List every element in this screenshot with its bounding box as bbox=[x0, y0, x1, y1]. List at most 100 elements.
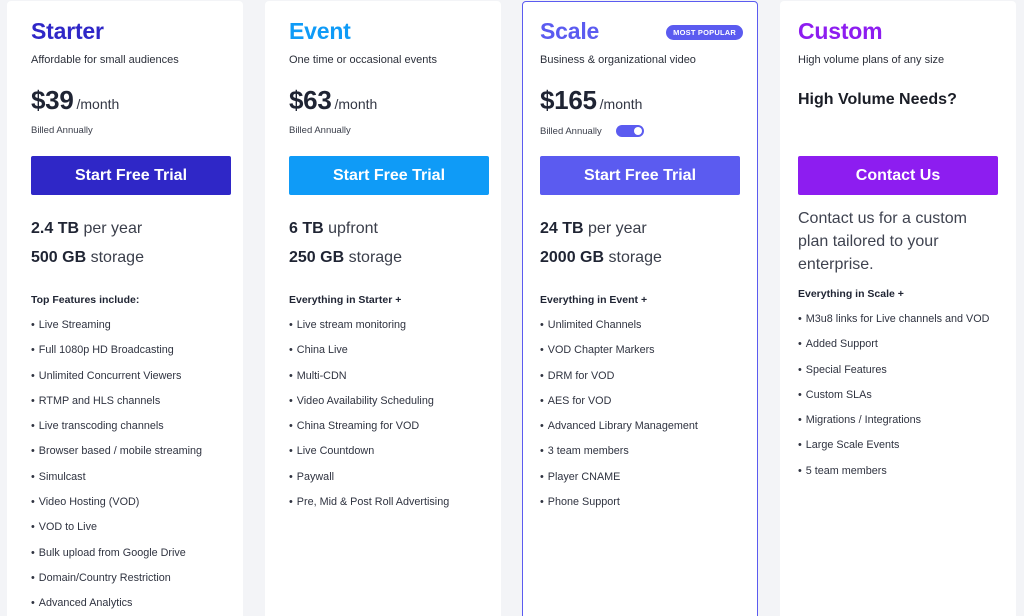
features-heading: Everything in Starter + bbox=[289, 294, 402, 306]
billing-row: Billed Annually bbox=[31, 125, 93, 136]
bandwidth-value: 2.4 TB bbox=[31, 220, 80, 237]
feature-list: Unlimited Channels VOD Chapter Markers D… bbox=[540, 318, 698, 520]
price-period: /month bbox=[334, 96, 378, 112]
feature-item: VOD Chapter Markers bbox=[540, 343, 698, 368]
storage-spec: 500 GB storage bbox=[31, 249, 144, 278]
plan-subtitle: Business & organizational video bbox=[540, 54, 696, 66]
feature-list: Live Streaming Full 1080p HD Broadcastin… bbox=[31, 318, 202, 616]
plan-title: Starter bbox=[31, 18, 104, 44]
plan-price: $63 bbox=[289, 85, 332, 115]
feature-item: Live Streaming bbox=[31, 318, 202, 343]
feature-item: 3 team members bbox=[540, 444, 698, 469]
billing-note: Billed Annually bbox=[31, 125, 93, 136]
price-period: /month bbox=[76, 96, 120, 112]
feature-item: Migrations / Integrations bbox=[798, 413, 989, 438]
storage-value: 250 GB bbox=[289, 249, 345, 266]
price-period: /month bbox=[599, 96, 643, 112]
feature-list: Live stream monitoring China Live Multi-… bbox=[289, 318, 449, 520]
custom-plan-description: Contact us for a custom plan tailored to… bbox=[798, 210, 967, 273]
storage-unit: storage bbox=[608, 249, 662, 266]
feature-item: Domain/Country Restriction bbox=[31, 571, 202, 596]
feature-item: Added Support bbox=[798, 337, 989, 362]
feature-item: Unlimited Channels bbox=[540, 318, 698, 343]
bandwidth-spec: 2.4 TB per year bbox=[31, 220, 144, 249]
price-row: $165 /month bbox=[540, 85, 642, 116]
feature-item: Large Scale Events bbox=[798, 438, 989, 463]
feature-item: Paywall bbox=[289, 470, 449, 495]
plan-title: Custom bbox=[798, 18, 883, 44]
feature-item: Live stream monitoring bbox=[289, 318, 449, 343]
feature-item: 5 team members bbox=[798, 464, 989, 489]
plan-title: Event bbox=[289, 18, 351, 44]
feature-item: Special Features bbox=[798, 363, 989, 388]
feature-item: China Live bbox=[289, 343, 449, 368]
billing-toggle[interactable] bbox=[615, 125, 644, 137]
storage-spec: 250 GB storage bbox=[289, 249, 402, 278]
storage-unit: storage bbox=[348, 249, 402, 266]
plan-price: $39 bbox=[31, 85, 74, 115]
feature-item: AES for VOD bbox=[540, 394, 698, 419]
plan-title: Scale bbox=[540, 18, 600, 44]
billing-row: Billed Annually bbox=[289, 125, 351, 136]
billing-note: Billed Annually bbox=[289, 125, 351, 136]
feature-item: Simulcast bbox=[31, 470, 202, 495]
feature-item: RTMP and HLS channels bbox=[31, 394, 202, 419]
storage-unit: storage bbox=[90, 249, 144, 266]
feature-item: Phone Support bbox=[540, 495, 698, 520]
plan-subtitle: One time or occasional events bbox=[289, 54, 437, 66]
bandwidth-unit: per year bbox=[588, 220, 647, 237]
feature-item: VOD to Live bbox=[31, 520, 202, 545]
feature-item: Full 1080p HD Broadcasting bbox=[31, 343, 202, 368]
bandwidth-unit: upfront bbox=[328, 220, 378, 237]
feature-item: Advanced Library Management bbox=[540, 419, 698, 444]
plan-specs: 2.4 TB per year 500 GB storage bbox=[31, 220, 144, 278]
feature-item: Custom SLAs bbox=[798, 388, 989, 413]
features-heading: Everything in Scale + bbox=[798, 288, 904, 300]
features-heading: Everything in Event + bbox=[540, 294, 648, 306]
plan-card-custom: Custom High volume plans of any size Hig… bbox=[780, 1, 1016, 616]
bandwidth-value: 6 TB bbox=[289, 220, 324, 237]
plan-specs: 24 TB per year 2000 GB storage bbox=[540, 220, 662, 278]
start-free-trial-button[interactable]: Start Free Trial bbox=[540, 156, 740, 195]
price-row: $39 /month bbox=[31, 85, 119, 116]
billing-row: Billed Annually bbox=[540, 125, 644, 137]
features-heading: Top Features include: bbox=[31, 294, 140, 306]
most-popular-badge: MOST POPULAR bbox=[666, 25, 743, 40]
feature-item: M3u8 links for Live channels and VOD bbox=[798, 312, 990, 337]
feature-item: Video Hosting (VOD) bbox=[31, 495, 202, 520]
storage-spec: 2000 GB storage bbox=[540, 249, 662, 278]
feature-item: Pre, Mid & Post Roll Advertising bbox=[289, 495, 449, 520]
feature-item: Multi-CDN bbox=[289, 369, 449, 394]
feature-item: China Streaming for VOD bbox=[289, 419, 449, 444]
feature-item: Advanced Analytics bbox=[31, 596, 202, 616]
plan-card-event: Event One time or occasional events $63 … bbox=[265, 1, 501, 616]
feature-item: Video Availability Scheduling bbox=[289, 394, 449, 419]
start-free-trial-button[interactable]: Start Free Trial bbox=[31, 156, 231, 195]
contact-us-button[interactable]: Contact Us bbox=[798, 156, 998, 195]
feature-item: DRM for VOD bbox=[540, 369, 698, 394]
billing-note: Billed Annually bbox=[540, 125, 602, 137]
storage-value: 2000 GB bbox=[540, 249, 605, 266]
feature-item: Live transcoding channels bbox=[31, 419, 202, 444]
plan-subtitle: Affordable for small audiences bbox=[31, 54, 179, 66]
bandwidth-unit: per year bbox=[83, 220, 143, 237]
toggle-knob bbox=[633, 127, 642, 135]
price-row: $63 /month bbox=[289, 85, 377, 116]
feature-item: Bulk upload from Google Drive bbox=[31, 546, 202, 571]
plan-card-scale: Scale MOST POPULAR Business & organizati… bbox=[522, 1, 758, 616]
feature-list: M3u8 links for Live channels and VOD Add… bbox=[798, 312, 990, 489]
storage-value: 500 GB bbox=[31, 249, 87, 266]
feature-item: Browser based / mobile streaming bbox=[31, 444, 202, 469]
plan-price: $165 bbox=[540, 85, 597, 115]
bandwidth-spec: 6 TB upfront bbox=[289, 220, 402, 249]
bandwidth-spec: 24 TB per year bbox=[540, 220, 662, 249]
feature-item: Unlimited Concurrent Viewers bbox=[31, 369, 202, 394]
plan-card-starter: Starter Affordable for small audiences $… bbox=[7, 1, 243, 616]
feature-item: Player CNAME bbox=[540, 470, 698, 495]
start-free-trial-button[interactable]: Start Free Trial bbox=[289, 156, 489, 195]
plan-specs: 6 TB upfront 250 GB storage bbox=[289, 220, 402, 278]
plan-subtitle: High volume plans of any size bbox=[798, 54, 945, 66]
bandwidth-value: 24 TB bbox=[540, 220, 584, 237]
high-volume-heading: High Volume Needs? bbox=[798, 91, 957, 108]
feature-item: Live Countdown bbox=[289, 444, 449, 469]
